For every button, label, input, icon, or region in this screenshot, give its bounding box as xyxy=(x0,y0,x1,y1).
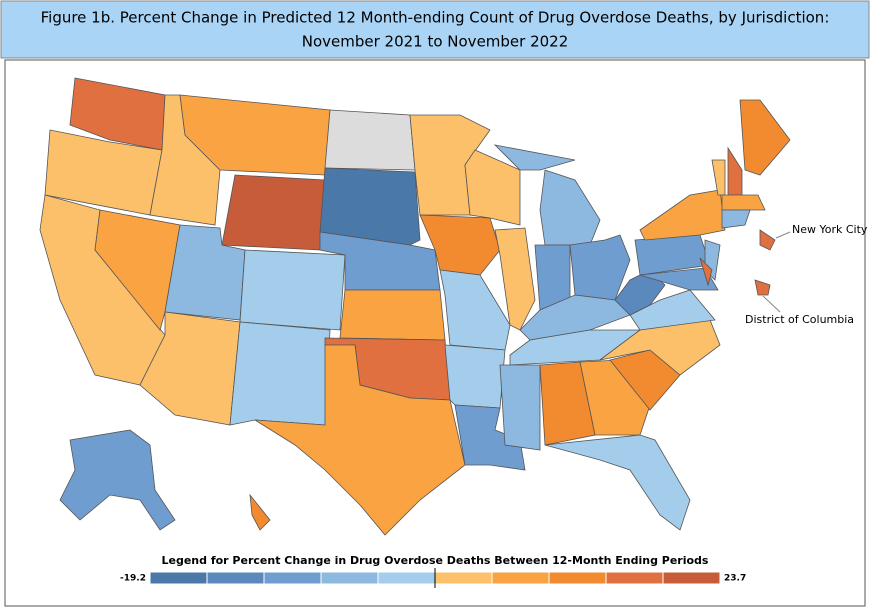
legend-swatch xyxy=(605,571,664,585)
legend-swatch xyxy=(491,571,550,585)
region xyxy=(254,344,466,536)
region xyxy=(499,364,541,451)
region xyxy=(339,289,446,341)
legend xyxy=(149,568,721,588)
legend-title: Legend for Percent Change in Drug Overdo… xyxy=(162,554,709,567)
region xyxy=(759,229,776,251)
region xyxy=(319,167,421,246)
legend-swatch xyxy=(662,571,721,585)
legend-swatch xyxy=(548,571,607,585)
region xyxy=(754,279,771,296)
region xyxy=(614,269,666,316)
leader-line xyxy=(775,231,791,239)
region xyxy=(464,149,521,226)
annotation: New York City xyxy=(792,223,868,236)
region xyxy=(739,99,791,176)
region xyxy=(324,109,416,171)
legend-swatch xyxy=(320,571,379,585)
region xyxy=(221,174,326,251)
region xyxy=(544,434,691,531)
region xyxy=(721,209,751,229)
title-line: November 2021 to November 2022 xyxy=(302,33,569,51)
region xyxy=(639,189,726,241)
region xyxy=(629,289,716,331)
annotation: District of Columbia xyxy=(745,313,854,326)
legend-swatch xyxy=(377,571,436,585)
leader-line xyxy=(762,295,781,313)
region xyxy=(229,321,331,426)
legend-max: 23.7 xyxy=(724,574,746,584)
region xyxy=(444,344,506,409)
region xyxy=(179,94,331,176)
region xyxy=(69,77,166,151)
region xyxy=(249,493,271,531)
legend-swatch xyxy=(263,571,322,585)
region xyxy=(59,429,176,531)
region xyxy=(454,404,526,471)
legend-min: -19.2 xyxy=(120,574,146,584)
title-line: Figure 1b. Percent Change in Predicted 1… xyxy=(41,9,830,27)
region xyxy=(699,257,713,287)
region xyxy=(94,209,181,331)
map xyxy=(39,77,791,536)
header xyxy=(0,0,870,59)
legend-swatch xyxy=(149,571,208,585)
region xyxy=(239,249,346,331)
legend-swatch xyxy=(206,571,265,585)
region xyxy=(493,144,576,171)
legend-swatch xyxy=(434,571,493,585)
region xyxy=(639,267,719,291)
region xyxy=(721,194,766,211)
